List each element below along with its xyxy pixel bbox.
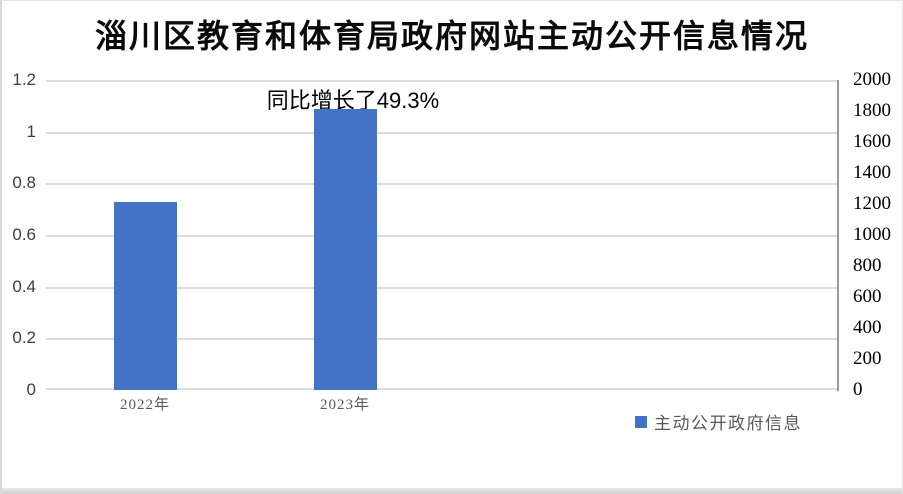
gridline xyxy=(46,287,839,289)
left-axis-tick-label: 0.4 xyxy=(12,277,36,296)
legend: 主动公开政府信息 xyxy=(635,409,802,434)
legend-swatch-icon xyxy=(635,415,647,428)
left-axis-tick-label: 0.8 xyxy=(12,173,36,192)
growth-annotation: 同比增长了49.3% xyxy=(266,88,440,113)
legend-label: 主动公开政府信息 xyxy=(654,414,802,433)
right-axis-tick-label: 200 xyxy=(853,348,882,369)
right-axis-tick-label: 800 xyxy=(853,255,882,276)
bar-2022年 xyxy=(114,202,177,390)
right-axis-tick-label: 1400 xyxy=(853,162,891,183)
right-axis-tick-label: 2000 xyxy=(853,69,891,90)
right-axis-tick-label: 1600 xyxy=(853,131,891,152)
right-axis-tick-label: 1800 xyxy=(853,100,891,121)
right-axis-tick-label: 1200 xyxy=(853,193,891,214)
gridline xyxy=(46,338,839,340)
gridline xyxy=(46,235,839,237)
right-axis-tick-label: 600 xyxy=(853,286,882,307)
gridline xyxy=(46,183,839,185)
left-axis-tick-label: 0.6 xyxy=(12,225,36,244)
gridline xyxy=(46,132,839,134)
left-axis-tick-label: 1.2 xyxy=(12,70,36,89)
image-bottom-shadow xyxy=(2,488,902,494)
right-axis-tick-label: 0 xyxy=(853,379,863,400)
left-axis-tick-label: 0.2 xyxy=(12,328,36,347)
x-axis-label: 2022年 xyxy=(119,397,171,413)
plot-area xyxy=(46,80,839,391)
left-axis-tick-label: 1 xyxy=(26,122,36,141)
right-axis-line xyxy=(837,80,839,391)
gridline xyxy=(46,388,839,390)
right-axis-tick-label: 400 xyxy=(853,317,882,338)
gridline xyxy=(46,80,839,82)
left-axis-tick-label: 0 xyxy=(26,380,36,399)
bar-2023年 xyxy=(314,109,377,390)
right-axis-tick-label: 1000 xyxy=(853,224,891,245)
x-axis-label: 2023年 xyxy=(319,397,371,413)
chart-title: 淄川区教育和体育局政府网站主动公开信息情况 xyxy=(94,18,809,54)
